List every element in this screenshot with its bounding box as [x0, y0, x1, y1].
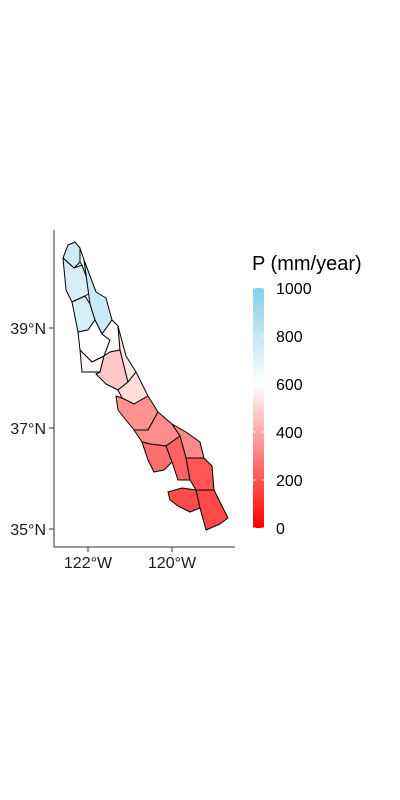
region-south-4: [141, 441, 173, 473]
legend-tick-label: 0: [276, 521, 285, 538]
map-regions: [62, 241, 229, 531]
x-tick-label-122w: 122°W: [64, 555, 113, 572]
axes: 39°N 37°N 35°N 122°W 120°W: [10, 230, 235, 572]
legend-ticks: 0 200 400 600 800 1000: [253, 281, 312, 538]
legend-tick-label: 600: [276, 377, 303, 394]
legend-tick-label: 400: [276, 425, 303, 442]
y-tick-label-37n: 37°N: [10, 421, 46, 438]
legend-tick-label: 200: [276, 473, 303, 490]
legend-colorbar: [253, 288, 264, 528]
y-tick-label-35n: 35°N: [10, 522, 46, 539]
legend-tick-label: 800: [276, 329, 303, 346]
x-tick-label-120w: 120°W: [148, 555, 197, 572]
legend-tick-label: 1000: [276, 281, 312, 298]
legend: P (mm/year) 0 200 400 600 800 1000: [252, 253, 362, 538]
legend-title: P (mm/year): [252, 253, 362, 275]
region-south-6: [185, 457, 215, 491]
y-tick-label-39n: 39°N: [10, 321, 46, 338]
region-south-7: [167, 487, 201, 513]
region-south-8: [195, 489, 229, 531]
